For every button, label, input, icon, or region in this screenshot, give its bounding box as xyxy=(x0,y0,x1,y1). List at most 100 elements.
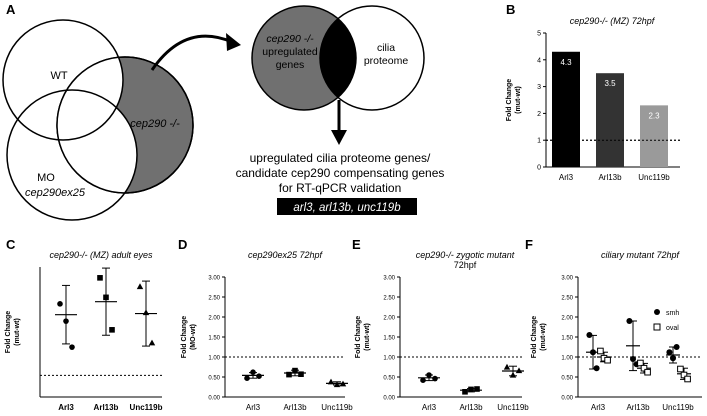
data-point xyxy=(670,355,676,362)
y-axis-title-line-1: Fold Change xyxy=(5,311,12,353)
venn-overlap xyxy=(320,6,356,110)
chart-c: cep290-/- (MZ) adult eyes Fold Change (mut… xyxy=(5,250,163,412)
data-point xyxy=(593,365,600,372)
y-tick-label: 2.50 xyxy=(561,296,573,302)
y-tick-label: 0.00 xyxy=(208,396,220,402)
data-point xyxy=(327,378,335,385)
y-tick-label: 2.00 xyxy=(561,316,573,322)
data-point xyxy=(426,372,432,378)
gene-list: arl3, arl13b, unc119b xyxy=(293,202,401,214)
panel-label-b: B xyxy=(506,2,515,17)
y-axis-title-line-2: (mut-wt) xyxy=(515,86,522,114)
venn-label-mo: MO xyxy=(37,172,55,184)
data-point xyxy=(298,371,304,377)
panel-label-c: C xyxy=(6,237,16,252)
y-axis-title: Fold Change (mut-wt) xyxy=(531,316,547,358)
data-point xyxy=(286,371,292,378)
y-tick-label: 5 xyxy=(537,31,541,38)
chart-title: cep290-/- (MZ) 72hpf xyxy=(570,16,656,26)
venn-circle-cilia xyxy=(319,5,425,111)
bar-value-label: 4.3 xyxy=(560,58,572,67)
x-tick-label: Unc119b xyxy=(321,403,353,412)
y-axis-title: Fold Change (MO-wt) xyxy=(181,316,197,358)
y-tick-label: 3.00 xyxy=(208,276,220,282)
data-point xyxy=(333,381,341,388)
y-tick-label: 0.50 xyxy=(561,376,573,382)
x-tick-label: Unc119b xyxy=(497,403,529,412)
data-point xyxy=(630,356,636,362)
y-tick-label: 2.50 xyxy=(383,296,395,302)
y-axis-title-line-1: Fold Change xyxy=(181,316,188,358)
data-point xyxy=(97,275,103,281)
y-tick-label: 0.50 xyxy=(383,376,395,382)
venn-label-cilia-1: cilia xyxy=(377,42,395,54)
y-tick-label: 1.50 xyxy=(383,336,395,342)
y-tick-label: 1.00 xyxy=(383,356,395,362)
bar-value-label: 3.5 xyxy=(604,79,616,88)
data-point xyxy=(680,371,688,379)
y-tick-label: 0.00 xyxy=(561,396,573,402)
y-tick-label: 2 xyxy=(537,111,541,118)
venn-label-mutant: cep290 -/- xyxy=(130,118,180,130)
data-point xyxy=(637,359,644,367)
venn-circle-mo xyxy=(6,89,138,221)
data-point xyxy=(604,356,611,364)
panel-label-e: E xyxy=(352,237,361,252)
chart-title: ciliary mutant 72hpf xyxy=(601,250,681,260)
y-tick-label: 1.50 xyxy=(208,336,220,342)
data-point xyxy=(256,373,262,380)
bar-value-label: 2.3 xyxy=(648,111,660,120)
chart-title-line-1: cep290-/- zygotic mutant xyxy=(416,250,515,260)
venn-circle-wt xyxy=(2,19,124,141)
x-tick-label: Arl3 xyxy=(559,173,574,182)
data-point xyxy=(69,344,75,350)
y-axis-title: Fold Change (mut-wt) xyxy=(5,311,21,353)
data-point xyxy=(468,386,474,393)
legend-label-oval: oval xyxy=(666,325,679,332)
x-tick-label: Arl3 xyxy=(58,403,74,412)
x-tick-label: Unc119b xyxy=(662,403,694,412)
y-axis-title-line-2: (mut-wt) xyxy=(364,323,371,351)
y-tick-label: 0.00 xyxy=(383,396,395,402)
y-tick-label: 3 xyxy=(537,84,541,91)
data-point xyxy=(142,309,150,316)
x-tick-label: Arl13b xyxy=(459,403,483,412)
data-point xyxy=(244,375,250,382)
data-point xyxy=(654,309,660,315)
chart-d: cep290ex25 72hpf 0.00 0.50 1.00 1.50 2.00 2.50… xyxy=(181,250,353,412)
data-point xyxy=(590,349,596,356)
data-point xyxy=(339,380,347,387)
x-tick-label: Arl3 xyxy=(591,403,606,412)
data-point xyxy=(63,318,69,324)
data-point xyxy=(597,347,604,355)
venn-left: WT cep290 -/- MO cep290ex25 xyxy=(2,19,194,221)
y-axis-title-line-2: (MO-wt) xyxy=(190,324,197,350)
y-tick-label: 3.00 xyxy=(383,276,395,282)
x-tick-label: Arl13b xyxy=(626,403,650,412)
panel-label-d: D xyxy=(178,237,187,252)
data-point xyxy=(515,367,523,374)
y-tick-label: 1.00 xyxy=(208,356,220,362)
data-point xyxy=(503,363,511,370)
data-point xyxy=(103,294,109,301)
data-point xyxy=(432,375,438,382)
chart-title: cep290ex25 72hpf xyxy=(248,250,324,260)
y-tick-label: 0 xyxy=(537,165,541,172)
bar-unc119b xyxy=(640,105,668,167)
data-point xyxy=(292,367,298,374)
x-tick-label: Unc119b xyxy=(638,173,670,182)
data-point xyxy=(474,386,480,392)
y-axis-title-line-1: Fold Change xyxy=(506,79,513,121)
chart-f: ciliary mutant 72hpf 0.00 0.50 1.00 1.50 2.00… xyxy=(531,250,702,412)
venn-label-wt: WT xyxy=(50,70,67,82)
x-tick-label: Arl13b xyxy=(94,403,119,412)
data-point xyxy=(509,371,517,378)
x-tick-label: Arl3 xyxy=(246,403,261,412)
y-tick-label: 4 xyxy=(537,57,541,64)
venn-label-up-1: cep290 -/- xyxy=(266,33,314,45)
data-point xyxy=(677,365,684,373)
gene-list-box xyxy=(277,198,417,215)
chart-title-line-2: 72hpf xyxy=(454,260,477,270)
